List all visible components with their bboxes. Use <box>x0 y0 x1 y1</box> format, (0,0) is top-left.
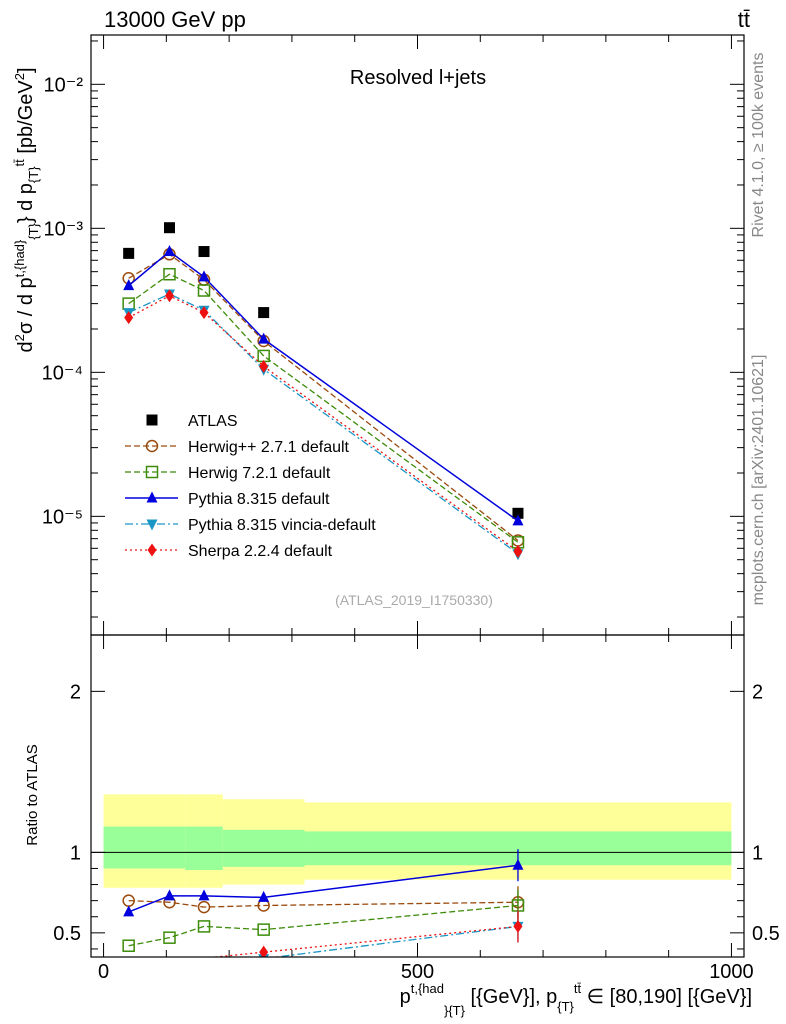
data-point <box>163 245 175 257</box>
y-tick-label: 10⁻² <box>44 74 84 96</box>
ratio-y-tick-label: 1 <box>70 842 81 864</box>
ratio-x-axis-label: pt,{had}{T} [{GeV}], p{T}tt̄ ∈ [80,190] … <box>400 981 752 1018</box>
ratio-point <box>258 890 270 902</box>
legend-label: Pythia 8.315 vincia-default <box>188 517 376 534</box>
series-sherpa-2-2-4-default <box>124 289 523 559</box>
collision-energy-label: 13000 GeV pp <box>104 7 246 32</box>
data-point <box>198 246 210 258</box>
legend-entry: Pythia 8.315 vincia-default <box>125 517 376 534</box>
inner-band <box>185 826 223 871</box>
ratio-y-tick-label-right: 2 <box>752 681 763 703</box>
ratio-point <box>122 939 135 952</box>
ratio-panel: 0.5 0.5 1 1 2 2 0 500 1000 Ratio to ATLAS pt,{ha… <box>24 634 780 1018</box>
legend-marker <box>146 519 158 531</box>
y-tick-label: 10⁻³ <box>44 218 84 240</box>
ratio-axis-ticks: 0.5 0.5 1 1 2 2 0 500 1000 <box>53 635 780 983</box>
ratio-series-herwig-7-2-1-default <box>122 889 525 952</box>
y-tick-label: 10⁻⁵ <box>42 506 83 528</box>
legend-marker <box>146 491 158 503</box>
legend-label: Herwig 7.2.1 default <box>188 465 331 482</box>
ratio-y-tick-label-right: 0.5 <box>752 923 780 945</box>
data-point <box>259 359 269 373</box>
main-title: Resolved l+jets <box>350 67 486 89</box>
legend-entry: Herwig++ 2.7.1 default <box>125 439 350 456</box>
data-point <box>163 222 175 234</box>
legend-label: Pythia 8.315 default <box>188 491 330 508</box>
data-point <box>199 306 209 320</box>
main-plot-area <box>122 222 525 561</box>
data-point <box>513 545 523 559</box>
series-line <box>128 295 519 553</box>
ratio-point <box>198 889 210 901</box>
x-tick-label: 1000 <box>709 961 754 983</box>
y-tick-label: 10⁻⁴ <box>42 362 83 384</box>
main-y-axis-ticks: 10⁻⁵ 10⁻⁴ 10⁻³ 10⁻² <box>42 35 744 635</box>
legend-label: Herwig++ 2.7.1 default <box>188 439 350 456</box>
series-line <box>128 273 519 543</box>
ratio-point <box>163 931 176 944</box>
mcplots-source-label: mcplots.cern.ch [arXiv:2401.10621] <box>750 355 767 606</box>
ratio-series-herwig-2-7-1-default <box>122 886 525 919</box>
ratio-line <box>128 900 518 908</box>
legend-entry: Sherpa 2.2.4 default <box>125 543 333 560</box>
ratio-y-tick-label: 2 <box>70 681 81 703</box>
legend-marker <box>145 465 159 479</box>
data-point <box>512 507 524 519</box>
legend-marker <box>145 439 159 453</box>
ratio-point <box>259 945 269 957</box>
ratio-point <box>197 920 211 933</box>
svg-text:pt,{had}{T} [{GeV}], p{T}tt̄ ∈: pt,{had}{T} [{GeV}], p{T}tt̄ ∈ [80,190] … <box>400 981 752 1018</box>
uncertainty-bands <box>103 794 732 888</box>
legend-entry: Pythia 8.315 default <box>125 491 330 508</box>
data-point <box>198 270 210 282</box>
legend-entry: ATLAS <box>146 413 238 430</box>
data-point <box>258 332 270 344</box>
ratio-y-tick-label-right: 1 <box>752 842 763 864</box>
legend-marker <box>147 543 157 557</box>
ratio-series-pythia-8-315-vincia-default <box>258 910 524 957</box>
x-tick-label: 0 <box>98 961 109 983</box>
data-point <box>123 279 135 291</box>
ratio-line <box>271 925 519 957</box>
data-point <box>123 247 135 259</box>
ratio-point <box>123 905 135 917</box>
main-y-axis-label: d2σ / d pt,{had}{T}} d p{T}tt̄ [pb/GeV2] <box>12 67 41 352</box>
inner-band <box>103 826 186 869</box>
ratio-series-sherpa-2-2-4-default <box>209 910 523 957</box>
ratio-y-tick-label: 0.5 <box>53 923 81 945</box>
data-point <box>258 307 270 319</box>
legend-label: Sherpa 2.2.4 default <box>188 543 333 560</box>
ratio-line <box>209 925 519 957</box>
data-point <box>512 514 524 526</box>
ratio-series-pythia-8-315-default <box>123 849 524 917</box>
data-point <box>197 284 211 297</box>
ratio-point <box>197 900 211 914</box>
analysis-watermark: (ATLAS_2019_I1750330) <box>335 592 493 608</box>
svg-text:d2σ / d pt,{had}{T}} d p{T}tt̄: d2σ / d pt,{had}{T}} d p{T}tt̄ [pb/GeV2] <box>12 67 41 352</box>
data-point <box>124 311 134 325</box>
legend-label: ATLAS <box>188 413 238 430</box>
ratio-plot-area <box>91 794 744 957</box>
ratio-point <box>513 919 523 933</box>
series-atlas <box>123 222 524 519</box>
legend-marker <box>146 414 158 426</box>
inner-band <box>222 829 305 867</box>
legend-entry: Herwig 7.2.1 default <box>125 465 331 482</box>
process-label: tt̄ <box>738 7 750 32</box>
series-pythia-8-315-default <box>123 245 524 526</box>
series-herwig-7-2-1-default <box>122 267 525 549</box>
ratio-y-axis-label: Ratio to ATLAS <box>24 744 41 845</box>
legend: ATLAS Herwig++ 2.7.1 default Herwig 7.2.1 … <box>125 413 376 560</box>
ratio-line <box>128 904 519 947</box>
ratio-point <box>512 858 524 870</box>
data-point <box>164 289 174 303</box>
data-point <box>163 267 176 281</box>
ratio-point <box>163 889 175 901</box>
ratio-point <box>257 923 270 936</box>
rivet-version-label: Rivet 4.1.0, ≥ 100k events <box>750 53 767 238</box>
x-tick-label: 500 <box>401 961 434 983</box>
main-panel: Resolved l+jets (ATLAS_2019_I1750330) AT… <box>12 34 745 636</box>
